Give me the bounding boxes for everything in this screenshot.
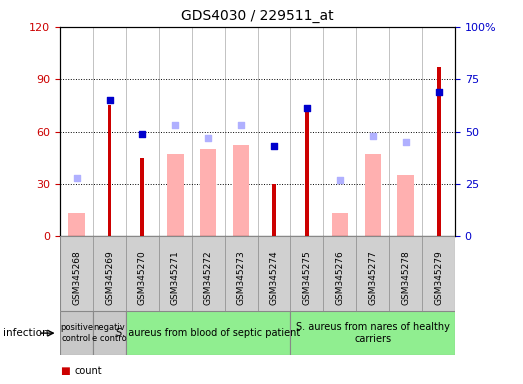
Bar	[93, 311, 126, 355]
Title: GDS4030 / 229511_at: GDS4030 / 229511_at	[181, 9, 334, 23]
Point	[336, 177, 344, 183]
Text: S. aureus from blood of septic patient: S. aureus from blood of septic patient	[116, 328, 300, 338]
Text: GSM345272: GSM345272	[204, 250, 213, 305]
Point	[435, 89, 443, 95]
Point	[303, 106, 311, 112]
Point	[105, 97, 113, 103]
Bar	[69, 214, 85, 236]
Text: GSM345274: GSM345274	[269, 250, 279, 305]
Text: GSM345278: GSM345278	[401, 250, 410, 305]
Text: GSM345271: GSM345271	[171, 250, 180, 305]
Text: ■: ■	[60, 366, 70, 376]
Text: GSM345275: GSM345275	[302, 250, 311, 305]
Point	[72, 174, 81, 180]
Point	[369, 132, 377, 139]
Text: GSM345277: GSM345277	[368, 250, 377, 305]
Bar	[332, 214, 348, 236]
Bar	[397, 175, 414, 236]
Text: GSM345273: GSM345273	[236, 250, 246, 305]
Text: GSM345276: GSM345276	[335, 250, 344, 305]
Bar	[200, 149, 217, 236]
Text: GSM345269: GSM345269	[105, 250, 114, 305]
Point	[237, 122, 245, 128]
Text: infection: infection	[3, 328, 48, 338]
Bar	[126, 311, 290, 355]
Text: positive
control: positive control	[60, 323, 93, 343]
Bar	[167, 154, 184, 236]
Point	[171, 122, 179, 128]
Bar	[437, 67, 440, 236]
Text: GSM345268: GSM345268	[72, 250, 81, 305]
Text: GSM345279: GSM345279	[434, 250, 443, 305]
Bar	[305, 111, 309, 236]
Point	[270, 143, 278, 149]
Bar	[108, 105, 111, 236]
Point	[204, 135, 212, 141]
Bar	[60, 311, 93, 355]
Text: GSM345270: GSM345270	[138, 250, 147, 305]
Bar	[272, 184, 276, 236]
Text: negativ
e contro: negativ e contro	[92, 323, 127, 343]
Point	[402, 139, 410, 145]
Text: S. aureus from nares of healthy
carriers: S. aureus from nares of healthy carriers	[296, 322, 450, 344]
Bar	[290, 311, 455, 355]
Point	[138, 131, 146, 137]
Text: count: count	[75, 366, 103, 376]
Bar	[141, 158, 144, 236]
Bar	[365, 154, 381, 236]
Bar	[233, 146, 249, 236]
